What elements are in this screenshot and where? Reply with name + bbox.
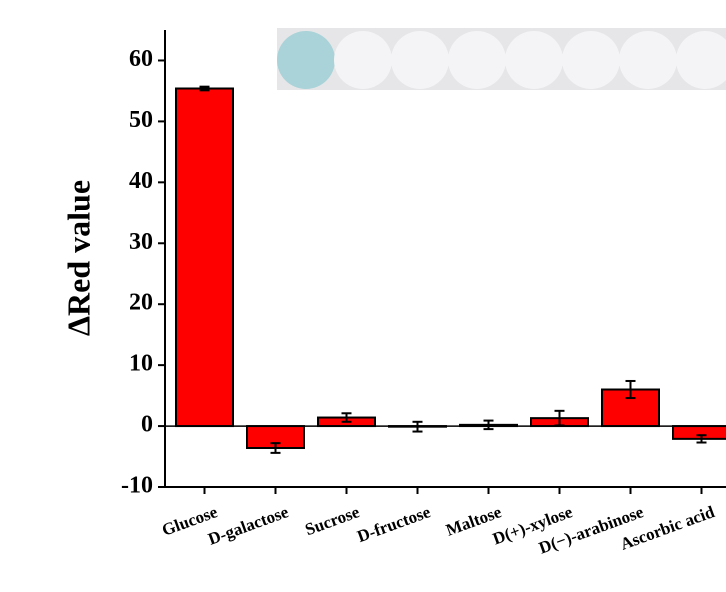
y-axis-label: ΔRed value	[60, 180, 96, 336]
sample-spot	[505, 31, 563, 89]
y-tick-label: 0	[141, 412, 153, 438]
sample-photo-strip	[277, 28, 726, 90]
y-tick-label: 40	[129, 168, 153, 194]
sample-spot	[391, 31, 449, 89]
sample-spot	[562, 31, 620, 89]
y-tick-label: -10	[121, 473, 153, 499]
x-tick-label: D-galactose	[206, 502, 292, 549]
bar	[176, 88, 233, 426]
y-tick-label: 50	[129, 107, 153, 133]
sample-spot	[277, 31, 335, 89]
y-tick-label: 60	[129, 46, 153, 72]
x-tick-label: D-fructose	[355, 502, 434, 546]
sample-spot	[448, 31, 506, 89]
y-tick-label: 20	[129, 290, 153, 316]
sample-spot	[334, 31, 392, 89]
chart: ΔRed value -100102030405060GlucoseD-gala…	[0, 0, 726, 592]
sample-spot	[619, 31, 677, 89]
y-tick-label: 30	[129, 229, 153, 255]
bar	[673, 426, 726, 439]
y-tick-label: 10	[129, 351, 153, 377]
page: {"chart_data": {"type": "bar", "y_label"…	[0, 0, 726, 592]
x-tick-label: Sucrose	[303, 502, 363, 539]
